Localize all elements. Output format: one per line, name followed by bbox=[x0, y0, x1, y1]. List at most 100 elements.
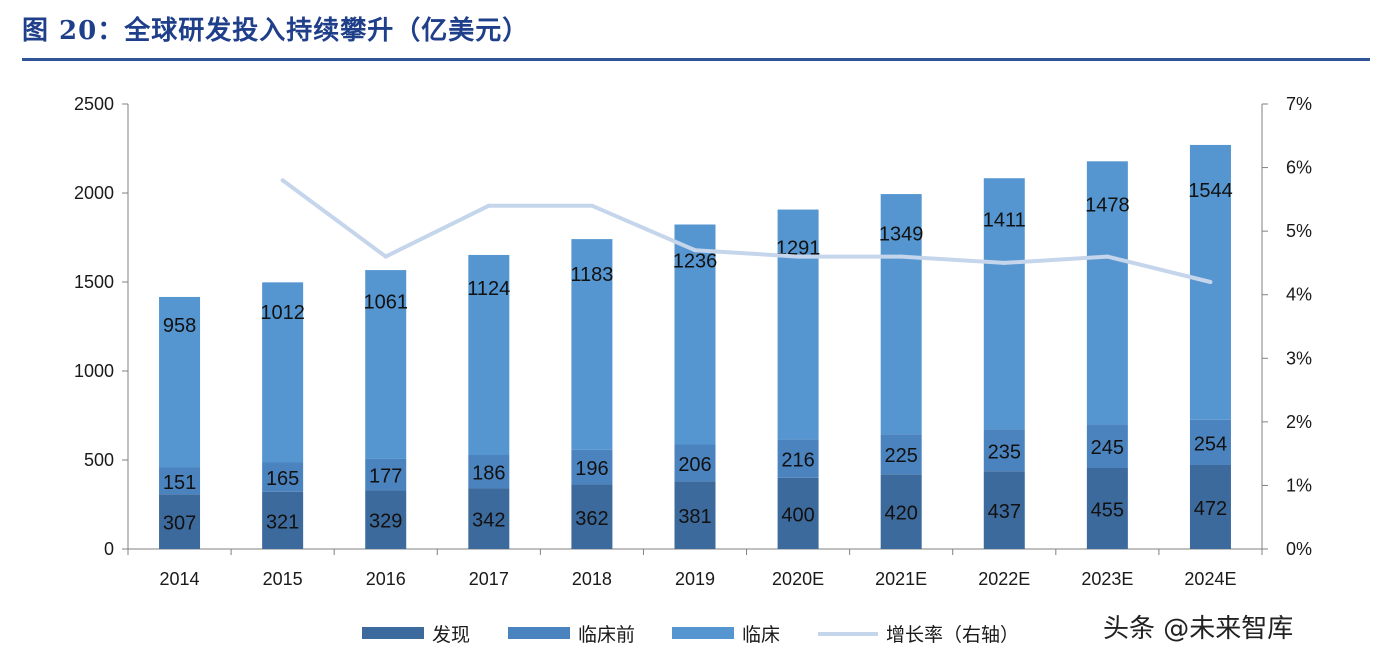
x-tick-label: 2022E bbox=[978, 569, 1030, 589]
bar-clinical bbox=[674, 224, 716, 445]
growth-rate-line bbox=[281, 178, 1211, 284]
bar-value-label: 472 bbox=[1194, 498, 1227, 520]
bar-discovery bbox=[983, 471, 1025, 549]
left-tick-label: 500 bbox=[84, 450, 114, 470]
x-tick-label: 2021E bbox=[875, 569, 927, 589]
left-tick-label: 1500 bbox=[74, 272, 114, 292]
bar-preclinical bbox=[880, 434, 922, 475]
left-tick-label: 2500 bbox=[74, 94, 114, 114]
title-rule bbox=[22, 58, 1370, 61]
bar-clinical bbox=[571, 239, 613, 450]
bar-value-label: 455 bbox=[1091, 500, 1124, 522]
bar-value-label: 307 bbox=[163, 513, 196, 535]
bar-value-label: 1478 bbox=[1085, 194, 1130, 216]
bar-value-label: 1544 bbox=[1188, 180, 1233, 202]
bar-labels: 307 151 958 321 165 1012 329 177 1061 342 186 1124 3… bbox=[163, 180, 1233, 535]
right-tick-label: 2% bbox=[1286, 412, 1312, 432]
bar-clinical bbox=[1086, 161, 1128, 425]
bar-value-label: 1012 bbox=[260, 302, 305, 324]
bar-clinical bbox=[468, 254, 510, 456]
bar-clinical bbox=[983, 178, 1025, 430]
bar-value-label: 329 bbox=[369, 511, 402, 533]
bar-discovery bbox=[571, 484, 613, 549]
figure-title: 图 20：全球研发投入持续攀升（亿美元） bbox=[22, 16, 530, 46]
legend-label: 临床 bbox=[742, 624, 780, 646]
x-tick-label: 2016 bbox=[366, 569, 406, 589]
bar-value-label: 437 bbox=[988, 501, 1021, 523]
bar-discovery bbox=[674, 481, 716, 549]
bar-value-label: 1183 bbox=[570, 264, 613, 286]
bar-value-label: 186 bbox=[472, 463, 505, 485]
growth-rate-point bbox=[693, 248, 697, 253]
x-tick-label: 2014 bbox=[160, 569, 200, 589]
bar-value-label: 245 bbox=[1091, 437, 1124, 459]
right-tick-label: 0% bbox=[1286, 539, 1312, 559]
growth-line bbox=[280, 178, 1213, 284]
right-tick-label: 6% bbox=[1286, 158, 1312, 178]
x-tick-label: 2017 bbox=[469, 569, 509, 589]
x-tick-label: 2015 bbox=[263, 569, 303, 589]
bar-value-label: 1291 bbox=[776, 237, 821, 259]
right-tick-label: 7% bbox=[1286, 94, 1312, 114]
bars bbox=[159, 144, 1231, 549]
x-tick-label: 2024E bbox=[1184, 569, 1236, 589]
x-tick-label: 2020E bbox=[772, 569, 824, 589]
bar-discovery bbox=[159, 494, 201, 549]
bar-preclinical bbox=[262, 462, 304, 492]
bar-preclinical bbox=[1189, 419, 1231, 465]
growth-rate-point bbox=[899, 254, 904, 259]
bar-value-label: 254 bbox=[1194, 433, 1227, 455]
bar-value-label: 420 bbox=[884, 503, 917, 525]
growth-rate-point bbox=[383, 254, 388, 259]
bar-clinical bbox=[880, 194, 922, 435]
bar-value-label: 235 bbox=[988, 441, 1021, 463]
legend-swatch bbox=[508, 627, 570, 639]
bar-value-label: 1124 bbox=[467, 278, 510, 300]
bar-clinical bbox=[159, 296, 201, 468]
bar-value-label: 321 bbox=[266, 511, 299, 533]
legend: 发现 临床前 临床 增长率（右轴） bbox=[362, 624, 1019, 646]
bar-discovery bbox=[262, 491, 304, 549]
growth-rate-point bbox=[589, 203, 594, 208]
right-tick-label: 4% bbox=[1286, 285, 1312, 305]
bar-preclinical bbox=[1086, 424, 1128, 469]
bar-value-label: 206 bbox=[678, 454, 711, 476]
legend-swatch bbox=[362, 627, 424, 639]
growth-rate-point bbox=[486, 203, 491, 208]
bar-value-label: 958 bbox=[163, 315, 196, 337]
x-tick-label: 2023E bbox=[1081, 569, 1133, 589]
bar-value-label: 381 bbox=[678, 506, 711, 528]
bar-preclinical bbox=[983, 429, 1025, 472]
left-tick-label: 2000 bbox=[74, 183, 114, 203]
bar-preclinical bbox=[159, 467, 201, 495]
bar-clinical bbox=[777, 209, 819, 440]
growth-rate-point bbox=[1105, 254, 1110, 259]
bar-value-label: 1349 bbox=[879, 223, 924, 245]
bar-preclinical bbox=[777, 439, 819, 478]
bar-preclinical bbox=[468, 455, 510, 489]
bar-discovery bbox=[468, 488, 510, 549]
left-tick-label: 1000 bbox=[74, 361, 114, 381]
bar-value-label: 151 bbox=[163, 472, 196, 494]
bar-value-label: 196 bbox=[575, 458, 608, 480]
bar-value-label: 1236 bbox=[673, 251, 718, 273]
x-tick-label: 2018 bbox=[572, 569, 612, 589]
bar-value-label: 1061 bbox=[363, 291, 408, 313]
bar-value-label: 400 bbox=[781, 504, 814, 526]
legend-swatch bbox=[672, 627, 734, 639]
bar-value-label: 1411 bbox=[983, 209, 1026, 231]
growth-rate-point bbox=[1208, 280, 1213, 284]
bar-preclinical bbox=[571, 449, 613, 485]
bar-discovery bbox=[365, 490, 407, 549]
bar-clinical bbox=[365, 270, 407, 459]
bar-value-label: 362 bbox=[575, 508, 608, 530]
bar-preclinical bbox=[674, 444, 716, 482]
growth-rate-point bbox=[280, 178, 285, 183]
bar-discovery bbox=[1086, 468, 1128, 549]
bar-value-label: 177 bbox=[369, 466, 402, 488]
bar-clinical bbox=[262, 282, 304, 463]
bar-value-label: 216 bbox=[781, 450, 814, 472]
legend-label: 临床前 bbox=[578, 624, 635, 646]
growth-rate-point bbox=[1002, 260, 1007, 265]
